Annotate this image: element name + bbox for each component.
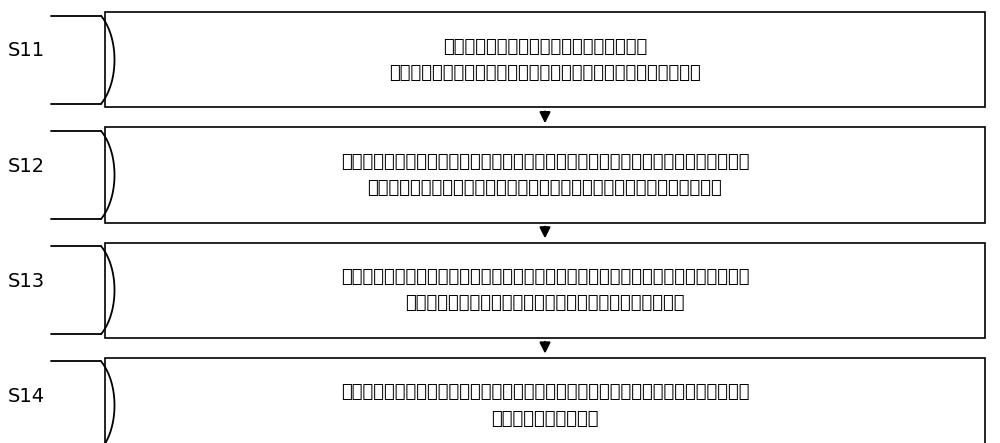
Text: 在固态硬盘上电时，根据数据结构中保存的固态硬盘的虚拟块的描述信息构建多个管理
链表，将相应的虚拟块数据结构地址存入对应链表项，并插入该管理链表中: 在固态硬盘上电时，根据数据结构中保存的固态硬盘的虚拟块的描述信息构建多个管理 链…: [341, 153, 749, 197]
Text: 固态盘运行过程中，存在对虚拟块的操作时，从对应管理链表中取出表示虚拟块数据结
构的地址，从对应地址中找到虚拟块信息，并进行相应操作: 固态盘运行过程中，存在对虚拟块的操作时，从对应管理链表中取出表示虚拟块数据结 构…: [341, 268, 749, 312]
Bar: [105, 128, 985, 222]
Text: 在对虚拟块操作执行结束后，根据该虚拟块更改后得到的描述信息将虚拟块数据结构地
址放置于对应的链表中: 在对虚拟块操作执行结束后，根据该虚拟块更改后得到的描述信息将虚拟块数据结构地 址…: [341, 383, 749, 427]
Bar: [105, 358, 985, 443]
Text: S13: S13: [8, 272, 45, 291]
Text: 预先建立用于描述虚拟块信息的数据结构，
并将固态硬盘的各虚拟块的描述信息存储在该数据结构的对应位置: 预先建立用于描述虚拟块信息的数据结构， 并将固态硬盘的各虚拟块的描述信息存储在该…: [389, 38, 701, 82]
Bar: [105, 243, 985, 338]
Bar: [105, 12, 985, 108]
Text: S11: S11: [8, 42, 45, 60]
Text: S14: S14: [8, 387, 45, 406]
Text: S12: S12: [8, 157, 45, 175]
